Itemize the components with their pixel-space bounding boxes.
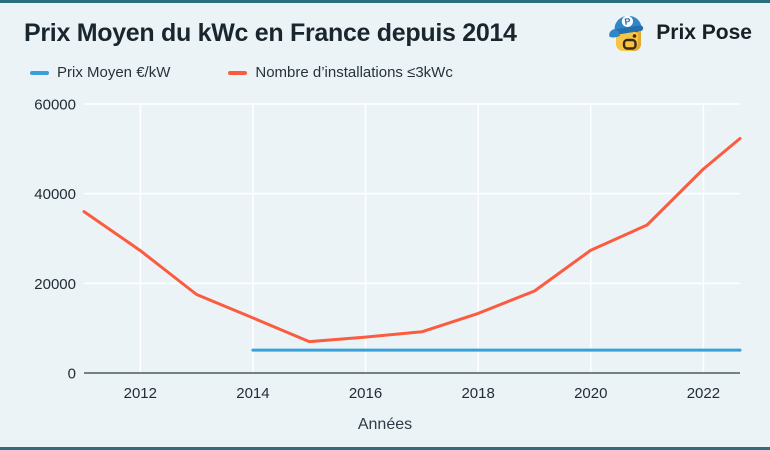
legend-label-installations: Nombre d’installations ≤3kWc xyxy=(255,64,453,81)
mascot-eye xyxy=(632,34,637,38)
chart-legend: Prix Moyen €/kW Nombre d’installations ≤… xyxy=(30,64,453,81)
y-tick-label: 60000 xyxy=(34,97,76,114)
legend-swatch-orange-icon xyxy=(228,70,248,75)
svg-text:P: P xyxy=(624,16,632,27)
x-tick-label: 2016 xyxy=(349,385,382,402)
legend-item-prix-moyen[interactable]: Prix Moyen €/kW xyxy=(30,64,170,81)
x-tick-label: 2022 xyxy=(687,385,720,402)
prixpose-mascot-icon: P xyxy=(609,15,644,51)
brand-name: Prix Pose xyxy=(656,21,752,44)
y-tick-label: 40000 xyxy=(34,186,76,203)
legend-swatch-blue-icon xyxy=(30,70,49,75)
legend-label-prix-moyen: Prix Moyen €/kW xyxy=(57,64,171,81)
bottom-border xyxy=(0,447,770,450)
y-tick-label: 20000 xyxy=(34,276,76,293)
x-tick-label: 2012 xyxy=(124,385,157,402)
brand-logo: P Prix Pose xyxy=(607,11,752,55)
x-tick-label: 2018 xyxy=(461,385,494,402)
mascot-cap: P xyxy=(609,15,644,38)
top-border xyxy=(0,0,770,3)
x-tick-label: 2014 xyxy=(236,385,269,402)
page-title: Prix Moyen du kWc en France depuis 2014 xyxy=(24,19,517,47)
mascot-mouth xyxy=(623,38,637,50)
x-tick-label: 2020 xyxy=(574,385,607,402)
legend-item-installations[interactable]: Nombre d’installations ≤3kWc xyxy=(228,64,453,81)
x-axis-title: Années xyxy=(358,416,412,433)
series-line-installations xyxy=(82,137,742,344)
y-tick-label: 0 xyxy=(68,366,76,383)
